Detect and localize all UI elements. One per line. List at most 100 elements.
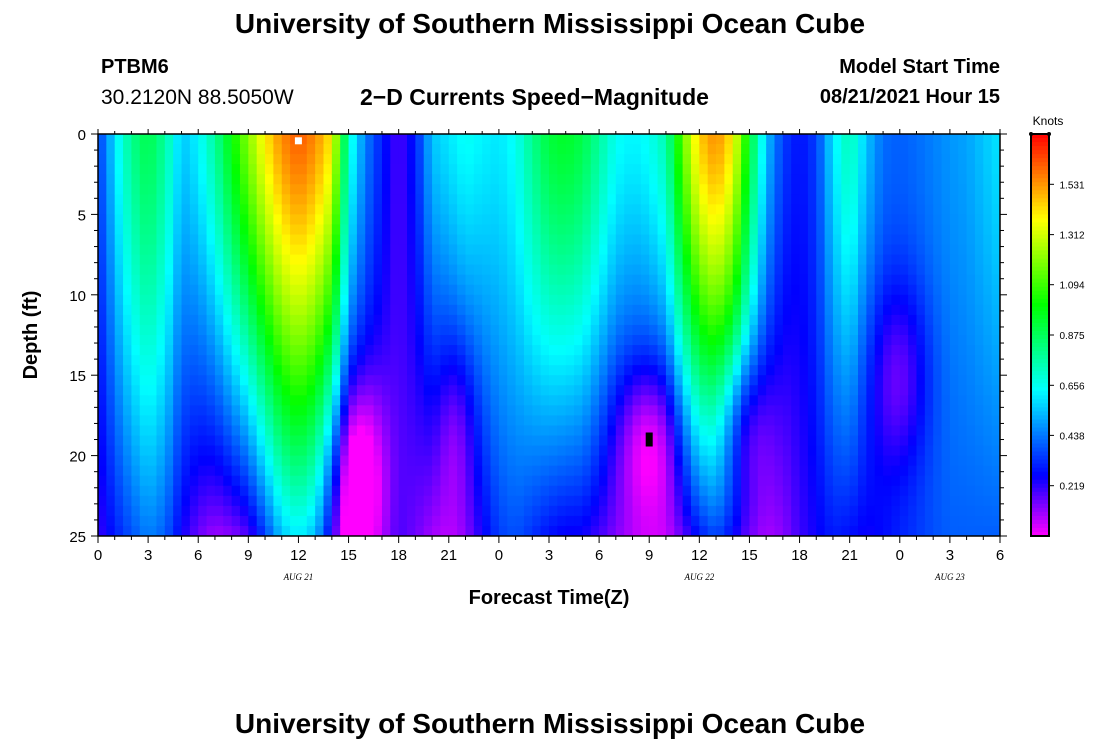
heatmap-cell: [640, 435, 650, 447]
heatmap-cell: [265, 385, 274, 396]
heatmap-cell: [774, 375, 784, 386]
heatmap-cell: [106, 294, 116, 306]
heatmap-cell: [373, 445, 383, 457]
heatmap-cell: [632, 445, 642, 457]
heatmap-cell: [649, 345, 659, 356]
heatmap-cell: [298, 294, 308, 306]
heatmap-cell: [582, 144, 592, 155]
heatmap-cell: [640, 335, 650, 346]
heatmap-cell: [757, 515, 767, 527]
heatmap-cell: [415, 264, 425, 276]
heatmap-cell: [866, 294, 876, 306]
heatmap-cell: [657, 385, 667, 396]
heatmap-cell: [599, 224, 608, 235]
heatmap-cell: [398, 415, 408, 426]
heatmap-cell: [832, 355, 842, 366]
heatmap-cell: [674, 365, 684, 376]
heatmap-cell: [315, 335, 324, 346]
heatmap-cell: [398, 144, 408, 155]
heatmap-cell: [423, 375, 433, 386]
heatmap-cell: [298, 304, 308, 316]
heatmap-cell: [749, 385, 759, 396]
heatmap-cell: [749, 314, 759, 326]
heatmap-cell: [106, 264, 116, 276]
heatmap-cell: [983, 174, 993, 185]
heatmap-cell: [599, 304, 608, 316]
heatmap-cell: [958, 304, 968, 316]
heatmap-cell: [498, 214, 508, 225]
colorbar-segment: [1031, 226, 1049, 232]
heatmap-cell: [874, 355, 884, 366]
heatmap-cell: [624, 294, 634, 306]
heatmap-cell: [883, 194, 892, 205]
heatmap-cell: [874, 385, 884, 396]
heatmap-cell: [707, 264, 717, 276]
heatmap-cell: [791, 495, 801, 507]
heatmap-cell: [682, 365, 692, 376]
heatmap-cell: [148, 144, 157, 155]
heatmap-cell: [448, 375, 458, 386]
heatmap-cell: [156, 264, 166, 276]
heatmap-cell: [448, 144, 458, 155]
heatmap-cell: [248, 214, 258, 225]
heatmap-cell: [557, 304, 567, 316]
heatmap-cell: [482, 174, 492, 185]
heatmap-cell: [281, 304, 291, 316]
heatmap-cell: [490, 485, 500, 497]
heatmap-cell: [423, 254, 433, 266]
footer-title: University of Southern Mississippi Ocean…: [234, 708, 866, 739]
heatmap-cell: [557, 174, 567, 185]
heatmap-cell: [549, 224, 558, 235]
heatmap-cell: [908, 455, 917, 467]
heatmap-cell: [983, 335, 993, 346]
heatmap-cell: [707, 345, 717, 356]
heatmap-cell: [933, 134, 943, 145]
heatmap-cell: [214, 184, 224, 195]
heatmap-cell: [106, 324, 116, 336]
heatmap-cell: [657, 144, 667, 155]
colorbar-segment: [1031, 174, 1049, 179]
heatmap-cell: [874, 234, 884, 246]
heatmap-cell: [682, 385, 692, 396]
heatmap-cell: [415, 465, 425, 477]
heatmap-cell: [615, 214, 625, 225]
heatmap-cell: [565, 345, 575, 356]
heatmap-cell: [565, 234, 575, 246]
heatmap-cell: [131, 495, 141, 507]
heatmap-cell: [640, 475, 650, 487]
heatmap-cell: [482, 375, 492, 386]
heatmap-cell: [189, 495, 199, 507]
heatmap-cell: [139, 335, 149, 346]
heatmap-cell: [874, 174, 884, 185]
heatmap-cell: [181, 134, 191, 145]
heatmap-cell: [532, 505, 542, 517]
heatmap-cell: [941, 194, 951, 205]
heatmap-cell: [315, 445, 324, 457]
heatmap-cell: [949, 465, 959, 477]
heatmap-cell: [791, 204, 801, 215]
heatmap-cell: [841, 505, 851, 517]
heatmap-cell: [649, 184, 659, 195]
heatmap-cell: [532, 455, 542, 467]
heatmap-cell: [156, 485, 166, 497]
heatmap-cell: [983, 274, 993, 286]
heatmap-cell: [407, 365, 416, 376]
heatmap-cell: [682, 204, 692, 215]
heatmap-cell: [490, 194, 500, 205]
heatmap-cell: [298, 405, 308, 416]
heatmap-cell: [557, 355, 567, 366]
heatmap-cell: [766, 425, 775, 436]
heatmap-cell: [415, 485, 425, 497]
heatmap-cell: [899, 204, 909, 215]
heatmap-cell: [908, 184, 917, 195]
heatmap-cell: [908, 284, 917, 296]
heatmap-cell: [173, 304, 183, 316]
heatmap-cell: [273, 335, 283, 346]
heatmap-cell: [256, 264, 266, 276]
heatmap-cell: [198, 214, 208, 225]
heatmap-cell: [749, 234, 759, 246]
heatmap-cell: [983, 345, 993, 356]
heatmap-cell: [156, 415, 166, 426]
heatmap-cell: [540, 154, 550, 165]
heatmap-cell: [273, 144, 283, 155]
